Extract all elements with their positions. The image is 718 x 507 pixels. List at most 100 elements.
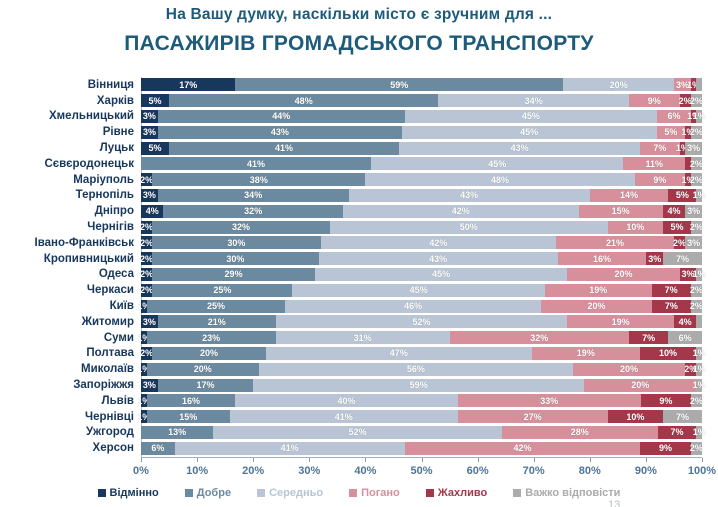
bar-track: 1% 16% 40% 33% 9% 2% [137,394,703,408]
bar-segment-value: 45% [409,285,428,296]
bar-segment: 2% [690,283,703,297]
bar-row: Миколаїв 1% 20% 56% 20% 2% 1% [10,361,706,377]
bar-segment-value: 30% [226,253,245,264]
bar-segment-value: 19% [589,285,608,296]
bar-segment: 7% [651,283,691,297]
bar-row: Черкаси 2% 25% 45% 19% 7% 2% [10,282,703,298]
bar-segment-value: 33% [540,395,559,406]
bar-track: 5% 48% 34% 9% 2% 2% [141,94,703,108]
bar-segment-value: 2% [140,222,154,233]
x-axis-tick-label: 70% [522,465,545,477]
bar-segment: 21% [556,236,674,250]
bar-segment: 27% [457,410,608,424]
bar-segment-value: 3% [142,380,156,391]
category-label: Тернопіль [75,189,134,202]
bar-segment: 2% [684,362,697,376]
x-axis-tick [702,458,703,462]
bar-segment: 10% [607,410,664,424]
bar-segment: 41% [141,157,372,171]
bar-segment: 34% [157,188,349,202]
bar-segment-value: 46% [404,301,423,312]
bar-row: Житомир 3% 21% 52% 19% 4% [10,314,702,330]
bar-segment-value: 20% [631,380,650,391]
bar-segment-value: 14% [620,190,639,201]
bar-segment: 1% [687,109,700,123]
chart-legend: Відмінно Добре Середньо Погано Жахливо Важко … [0,487,718,499]
bar-segment-value: 5% [148,95,162,106]
category-label: Черкаси [86,284,134,297]
bar-segment: 2% [140,173,154,187]
x-axis-tick-label: 10% [186,465,209,477]
bar-segment-value: 44% [272,111,291,122]
bar-segment: 1% [137,362,150,376]
bar-segment-value: 3% [676,79,690,90]
bar-segment-value: 7% [664,301,678,312]
category-label: Дніпро [94,205,134,218]
bar-track: 2% 38% 48% 9% 1% 2% [140,173,703,187]
bar-segment: 1% [676,141,689,155]
bar-segment-value: 2% [678,95,692,106]
bar-segment-value: 1% [687,79,701,90]
bar-segment: 3% [141,125,158,139]
bar-segment: 1% [693,346,706,360]
bar-track: 2% 32% 50% 10% 5% 2% [140,220,703,234]
category-label: Чернівці [85,410,134,423]
bar-segment-value: 3% [687,143,701,154]
bar-segment-value: 34% [244,190,263,201]
bar-segment: 2% [140,236,153,250]
bar-segment-value: 45% [488,158,507,169]
legend-swatch-icon [97,489,106,497]
bar-segment: 32% [163,204,343,218]
bar-segment: 2% [690,394,703,408]
bar-track: 17% 59% 20% 3% 1% [141,78,702,92]
legend-item: Добре [184,487,231,499]
bar-segment-value: 6% [678,332,692,343]
category-label: Маріуполь [73,173,134,186]
legend-label: Важко відповісти [525,487,621,499]
bar-segment-value: 25% [213,285,232,296]
legend-swatch-icon [513,489,522,497]
bar-segment-value: 3% [687,237,701,248]
bar-segment-value: 56% [406,364,425,375]
bar-segment-value: 3% [142,111,156,122]
bar-segment: 47% [265,346,532,360]
bar-segment-value: 23% [202,332,221,343]
x-axis-tick [141,458,142,462]
bar-segment: 2% [140,283,153,297]
bar-segment-value: 2% [689,443,703,454]
bar-segment-value: 15% [179,411,198,422]
bar-segment: 52% [275,315,568,329]
bar-track: 3% 43% 45% 5% 1% 2% [141,125,703,139]
bar-segment-value: 28% [570,427,589,438]
bar-segment: 28% [502,425,658,439]
bar-track: 2% 30% 43% 16% 3% 7% [140,252,702,266]
bar-row: Харків 5% 48% 34% 9% 2% 2% [10,93,703,109]
bar-segment: 38% [152,173,366,187]
bar-segment: 20% [563,78,675,92]
bar-segment-value: 2% [140,174,154,185]
bar-segment-value: 48% [294,95,313,106]
bar-segment-value: 1% [692,364,706,375]
bar-row: Тернопіль 3% 34% 43% 14% 5% 1% [10,188,706,204]
bar-segment-value: 20% [193,364,212,375]
bar-segment-value: 1% [692,427,706,438]
bar-segment-value: 31% [353,332,372,343]
bar-segment-value: 1% [692,380,706,391]
bar-segment-value: 1% [137,301,151,312]
bar-segment: 2% [690,94,703,108]
bar-segment: 3% [685,204,702,218]
x-axis-tick [421,458,423,462]
bar-segment: 14% [589,188,669,202]
legend-item: Середньо [257,487,323,499]
bar-segment: 3% [141,188,158,202]
bar-segment: 23% [146,331,276,345]
bar-segment-value: 40% [337,395,356,406]
stacked-bar-chart: Вінниця 17% 59% 20% 3% 1% Харків 5% 48% 34% 9% 2% 2%… [10,77,706,456]
bar-row: Суми 1% 23% 31% 32% 7% 6% [10,330,702,346]
bar-segment: 2% [690,157,703,171]
bar-segment-value: 9% [653,174,667,185]
bar-segment: 3% [685,236,702,250]
bar-segment-value: 2% [140,348,154,359]
bar-segment: 46% [285,299,541,313]
